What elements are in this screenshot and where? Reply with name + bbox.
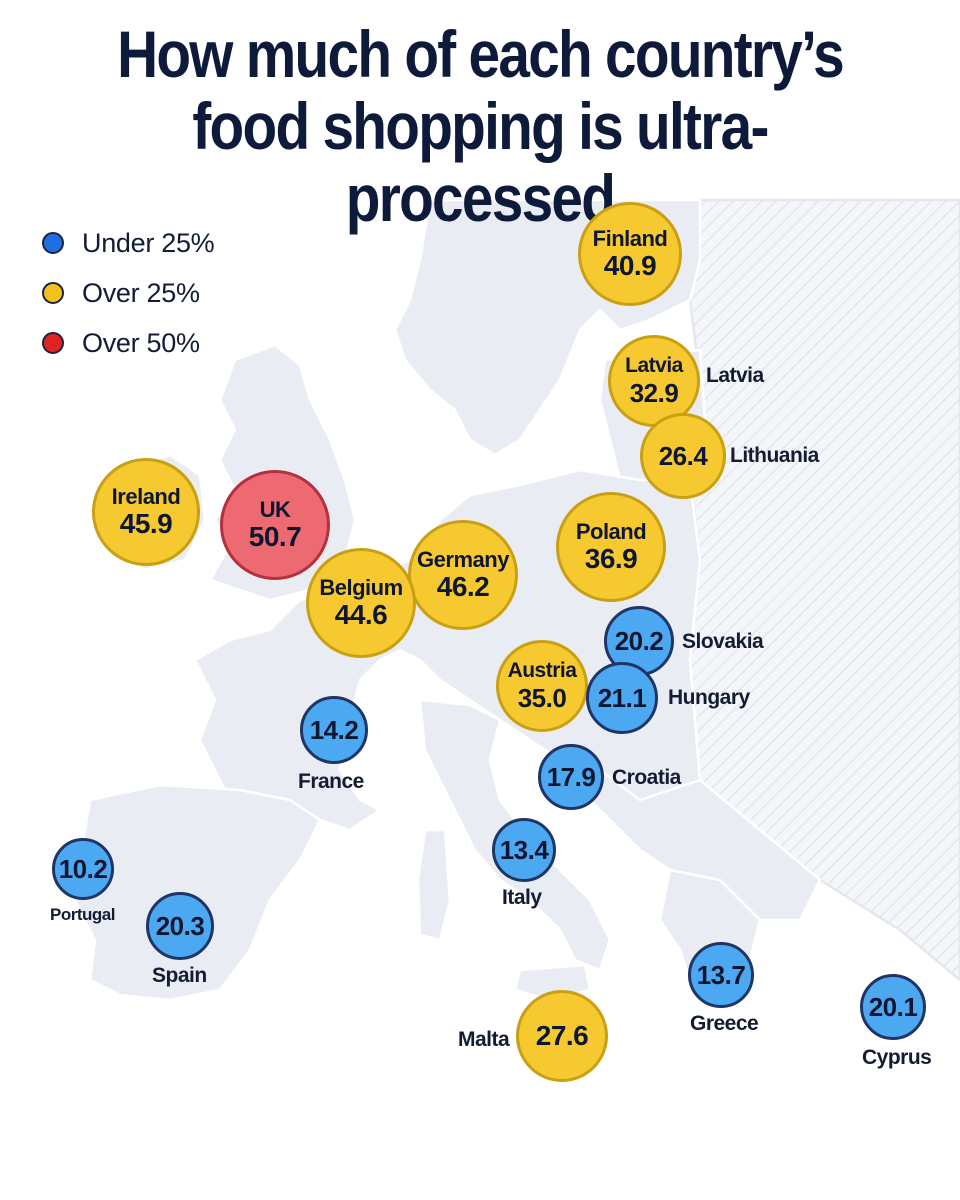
country-name: UK [259, 497, 291, 522]
label-france: France [298, 770, 364, 793]
bubble-finland: Finland 40.9 [578, 202, 682, 306]
bubble-ireland: Ireland 45.9 [92, 458, 200, 566]
country-value: 14.2 [309, 715, 359, 745]
bubble-latvia: Latvia 32.9 [608, 335, 700, 427]
country-value: 36.9 [584, 543, 638, 574]
legend-label: Under 25% [82, 227, 215, 258]
page-title: How much of each country’s food shopping… [67, 18, 893, 234]
country-name: Poland [575, 519, 647, 544]
country-value: 20.3 [155, 911, 205, 941]
bubble-cyprus: 20.1 [860, 974, 926, 1040]
blue-dot-icon [42, 232, 64, 254]
country-value: 13.7 [696, 960, 746, 990]
country-value: 26.4 [658, 441, 708, 471]
red-dot-icon [42, 332, 64, 354]
legend-item-over-50: Over 50% [42, 318, 214, 368]
country-value: 20.1 [868, 992, 918, 1022]
label-malta: Malta [458, 1028, 510, 1051]
country-name: Austria [507, 659, 577, 682]
bubble-greece: 13.7 [688, 942, 754, 1008]
bubble-hungary: 21.1 [586, 662, 658, 734]
label-croatia: Croatia [612, 766, 681, 789]
country-value: 17.9 [546, 762, 596, 792]
label-portugal: Portugal [50, 905, 115, 924]
country-value: 40.9 [603, 250, 657, 281]
country-value: 20.2 [614, 626, 664, 656]
country-value: 46.2 [436, 571, 490, 602]
legend-item-under-25: Under 25% [42, 218, 215, 268]
legend-label: Over 50% [82, 327, 200, 358]
country-name: Finland [592, 226, 668, 251]
country-value: 10.2 [58, 854, 108, 884]
country-value: 44.6 [334, 599, 388, 630]
label-cyprus: Cyprus [862, 1046, 932, 1069]
country-value: 45.9 [119, 508, 173, 539]
label-hungary: Hungary [668, 686, 750, 709]
country-name: Belgium [319, 575, 403, 600]
bubble-malta: 27.6 [516, 990, 608, 1082]
country-value: 27.6 [535, 1020, 589, 1051]
country-name: Ireland [111, 484, 181, 509]
bubble-germany: Germany 46.2 [408, 520, 518, 630]
legend-item-over-25: Over 25% [42, 268, 214, 318]
bubble-uk: UK 50.7 [220, 470, 330, 580]
label-greece: Greece [690, 1012, 759, 1035]
legend: Under 25% Over 25% Over 50% [42, 218, 215, 368]
bubble-portugal: 10.2 [52, 838, 114, 900]
label-spain: Spain [152, 964, 207, 987]
bubble-croatia: 17.9 [538, 744, 604, 810]
yellow-dot-icon [42, 282, 64, 304]
label-lithuania: Lithuania [730, 444, 819, 467]
country-value: 13.4 [499, 835, 549, 865]
country-value: 35.0 [517, 683, 567, 713]
bubble-poland: Poland 36.9 [556, 492, 666, 602]
country-value: 21.1 [597, 683, 647, 713]
country-value: 32.9 [629, 378, 679, 408]
legend-label: Over 25% [82, 277, 200, 308]
country-name: Germany [417, 547, 509, 572]
label-slovakia: Slovakia [682, 630, 764, 653]
bubble-lithuania: 26.4 [640, 413, 726, 499]
sardinia-land [416, 828, 452, 942]
iberia-land [73, 783, 322, 1002]
title-line-2: food shopping is ultra-processed [192, 89, 769, 235]
bubble-slovakia: 20.2 [604, 606, 674, 676]
label-italy: Italy [502, 886, 542, 909]
bubble-spain: 20.3 [146, 892, 214, 960]
country-value: 50.7 [248, 521, 302, 552]
country-name: Latvia [625, 354, 683, 377]
bubble-belgium: Belgium 44.6 [306, 548, 416, 658]
bubble-italy: 13.4 [492, 818, 556, 882]
label-latvia: Latvia [706, 364, 764, 387]
bubble-austria: Austria 35.0 [496, 640, 588, 732]
title-line-1: How much of each country’s [117, 17, 845, 91]
bubble-france: 14.2 [300, 696, 368, 764]
